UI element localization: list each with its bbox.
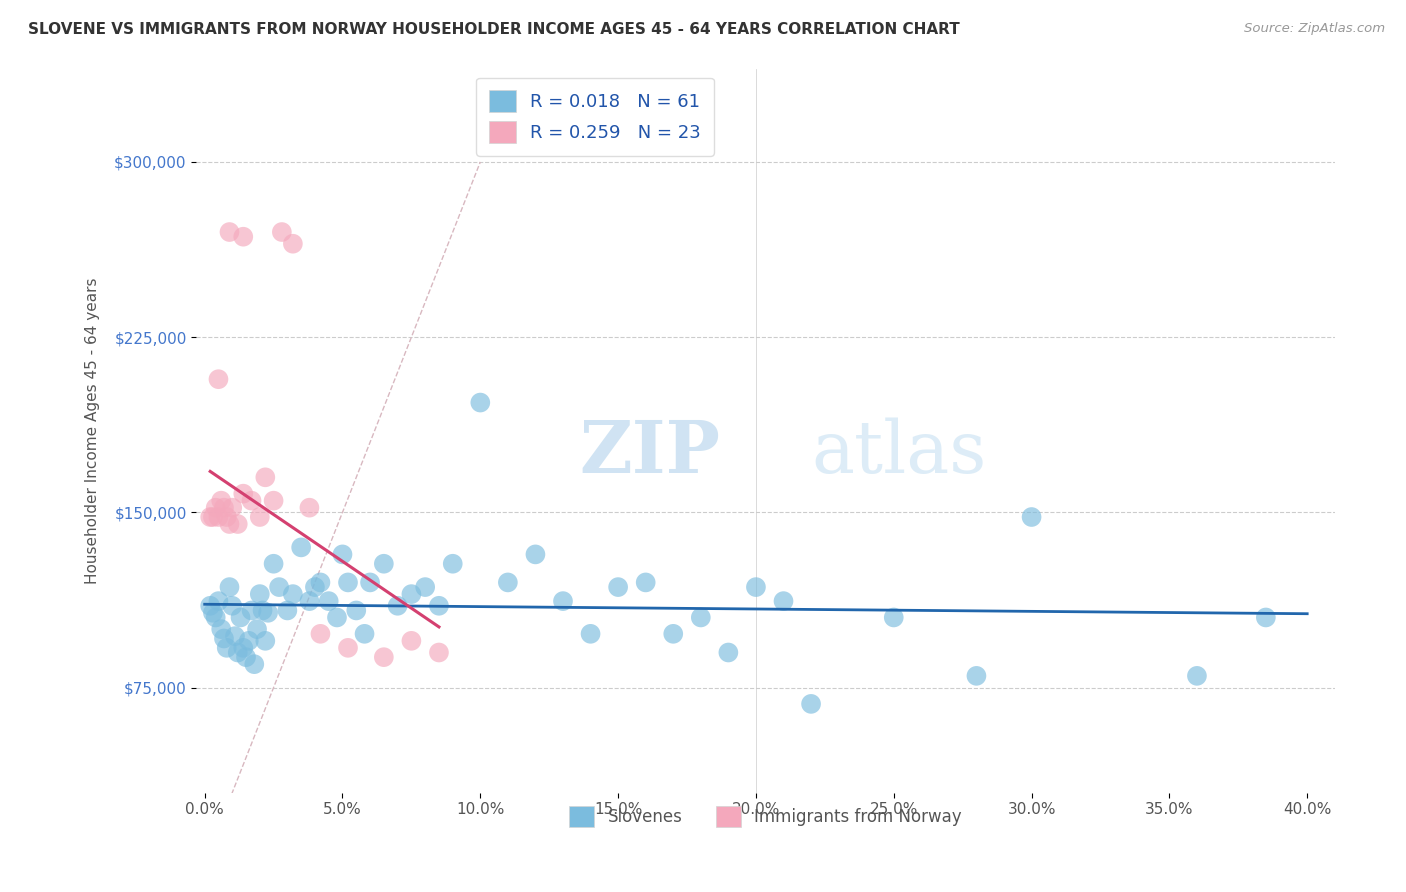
Text: ZIP: ZIP (579, 417, 720, 488)
Point (238, 633, 260, 648)
Point (198, 510, 221, 524)
Point (551, 594, 574, 608)
Point (263, 493, 285, 508)
Point (232, 229, 254, 244)
Point (427, 646, 450, 660)
Point (1021, 510, 1043, 524)
Point (401, 633, 423, 648)
Point (373, 557, 395, 571)
Point (209, 622, 232, 636)
Point (252, 603, 274, 617)
Point (249, 587, 271, 601)
Point (221, 500, 243, 515)
Point (281, 236, 304, 251)
Point (470, 395, 492, 409)
Point (441, 557, 464, 571)
Point (226, 516, 249, 531)
Point (235, 650, 257, 665)
Point (298, 500, 321, 515)
Point (215, 640, 238, 655)
Point (689, 610, 711, 624)
Point (332, 548, 354, 562)
Text: atlas: atlas (811, 417, 987, 488)
Point (221, 599, 243, 613)
Point (224, 629, 246, 643)
Point (326, 610, 349, 624)
Point (207, 510, 229, 524)
Point (496, 575, 519, 590)
Point (298, 594, 321, 608)
Point (254, 633, 277, 648)
Point (229, 610, 252, 624)
Point (634, 575, 657, 590)
Point (270, 225, 292, 239)
Point (240, 493, 263, 508)
Point (1254, 610, 1277, 624)
Point (745, 580, 768, 594)
Point (800, 697, 823, 711)
Point (218, 225, 240, 239)
Point (337, 575, 360, 590)
Point (401, 587, 423, 601)
Point (290, 541, 312, 555)
Point (246, 622, 269, 636)
Point (413, 580, 436, 594)
Point (198, 599, 221, 613)
Point (281, 587, 304, 601)
Point (387, 599, 409, 613)
Point (232, 640, 254, 655)
Point (212, 632, 235, 646)
Point (965, 669, 987, 683)
Point (276, 603, 298, 617)
Point (218, 580, 240, 594)
Point (243, 657, 266, 672)
Point (212, 500, 235, 515)
Point (207, 372, 229, 386)
Point (607, 580, 630, 594)
Point (318, 594, 340, 608)
Point (249, 510, 271, 524)
Point (240, 603, 263, 617)
Point (883, 610, 905, 624)
Point (226, 646, 249, 660)
Point (579, 627, 602, 641)
Point (201, 606, 224, 620)
Point (215, 510, 238, 524)
Legend: Slovenes, Immigrants from Norway: Slovenes, Immigrants from Norway (561, 798, 970, 835)
Point (309, 575, 332, 590)
Point (257, 606, 280, 620)
Point (309, 627, 332, 641)
Point (344, 603, 367, 617)
Point (204, 500, 226, 515)
Point (772, 594, 794, 608)
Point (209, 493, 232, 508)
Y-axis label: Householder Income Ages 45 - 64 years: Householder Income Ages 45 - 64 years (86, 277, 100, 584)
Point (662, 627, 685, 641)
Point (204, 610, 226, 624)
Point (337, 640, 360, 655)
Point (1185, 669, 1208, 683)
Point (373, 650, 395, 665)
Text: Source: ZipAtlas.com: Source: ZipAtlas.com (1244, 22, 1385, 36)
Point (218, 516, 240, 531)
Point (359, 575, 381, 590)
Point (263, 557, 285, 571)
Point (207, 594, 229, 608)
Point (254, 470, 277, 484)
Point (304, 580, 326, 594)
Point (353, 627, 375, 641)
Point (269, 580, 291, 594)
Point (524, 548, 547, 562)
Point (232, 486, 254, 500)
Point (201, 510, 224, 524)
Point (717, 646, 740, 660)
Text: SLOVENE VS IMMIGRANTS FROM NORWAY HOUSEHOLDER INCOME AGES 45 - 64 YEARS CORRELAT: SLOVENE VS IMMIGRANTS FROM NORWAY HOUSEH… (28, 22, 960, 37)
Point (427, 599, 450, 613)
